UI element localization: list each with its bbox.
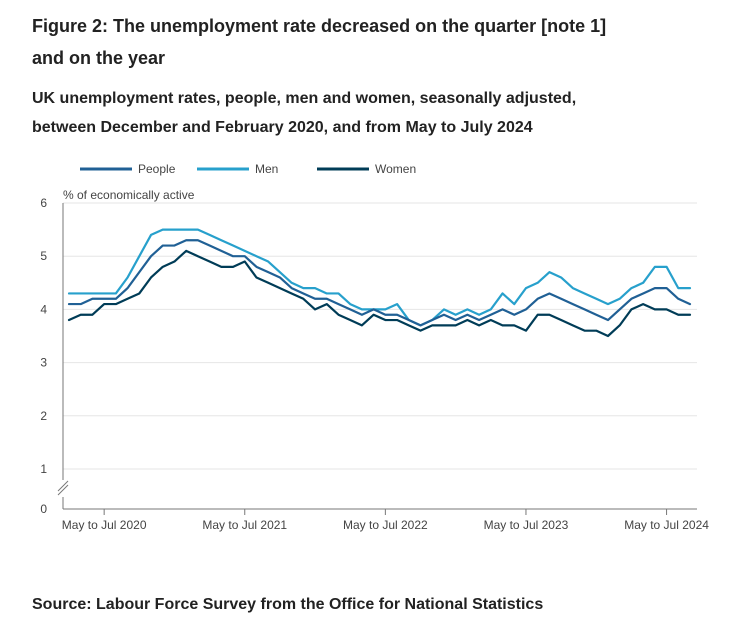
x-tick-label: May to Jul 2021 [202,518,287,532]
chart-title: Figure 2: The unemployment rate decrease… [32,16,607,68]
axis-break-mark [57,480,69,492]
y-tick-label: 6 [40,196,47,210]
legend-label-people: People [138,162,176,176]
y-tick-label: 3 [40,356,47,370]
y-tick-label: 2 [40,409,47,423]
y-axis-unit-label: % of economically active [63,188,195,202]
x-axis: May to Jul 2020 May to Jul 2021 May to Jul… [57,203,709,532]
x-tick-label: May to Jul 2023 [484,518,569,532]
legend-label-women: Women [375,162,416,176]
x-tick-label: May to Jul 2024 [624,518,709,532]
y-axis-ticks: 0 1 2 3 4 5 6 [40,196,47,516]
source-note: Source: Labour Force Survey from the Off… [32,596,544,613]
series-lines [67,228,692,338]
legend: People Men Women [80,162,416,176]
y-tick-label: 1 [40,462,47,476]
series-line-women [67,249,692,338]
x-tick-label: May to Jul 2022 [343,518,428,532]
series-line-people [67,239,692,327]
series-line-men [67,228,692,327]
y-tick-label: 5 [40,249,47,263]
chart-subtitle: UK unemployment rates, people, men and w… [32,90,577,136]
legend-label-men: Men [255,162,278,176]
x-tick-label: May to Jul 2020 [62,518,147,532]
y-tick-label: 4 [40,302,47,316]
y-tick-label: 0 [40,502,47,516]
axis-break-mark [57,484,69,496]
gridlines [63,202,697,470]
line-chart: People Men Women % of economically active … [40,162,709,532]
